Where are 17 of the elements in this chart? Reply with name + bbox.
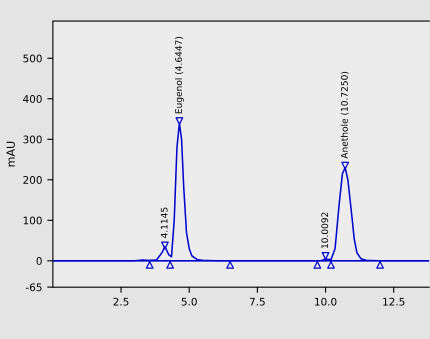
x-tick-label: 7.5 xyxy=(250,298,265,306)
annotation: 4.1145 xyxy=(160,208,168,238)
y-tick-label: 300 xyxy=(23,136,42,144)
annotation: 10.0092 xyxy=(321,212,328,248)
x-tick-label: 5.0 xyxy=(182,298,197,306)
y-tick-label: 400 xyxy=(23,95,42,103)
x-tick-label: 2.5 xyxy=(114,298,128,306)
y-tick-label: 100 xyxy=(24,216,42,224)
y-axis-title: mAU xyxy=(6,142,15,166)
y-tick-label: 200 xyxy=(23,176,42,184)
y-tick-label: 0 xyxy=(36,257,42,265)
y-tick-label: 500 xyxy=(23,54,42,62)
annotation: Eugenol (4.6447) xyxy=(175,36,184,114)
x-tick-label: 10.0 xyxy=(315,298,336,306)
annotation: Anethole (10.7250) xyxy=(340,72,349,159)
y-tick-label: -65 xyxy=(26,283,42,292)
x-tick-label: 12.5 xyxy=(383,298,404,306)
